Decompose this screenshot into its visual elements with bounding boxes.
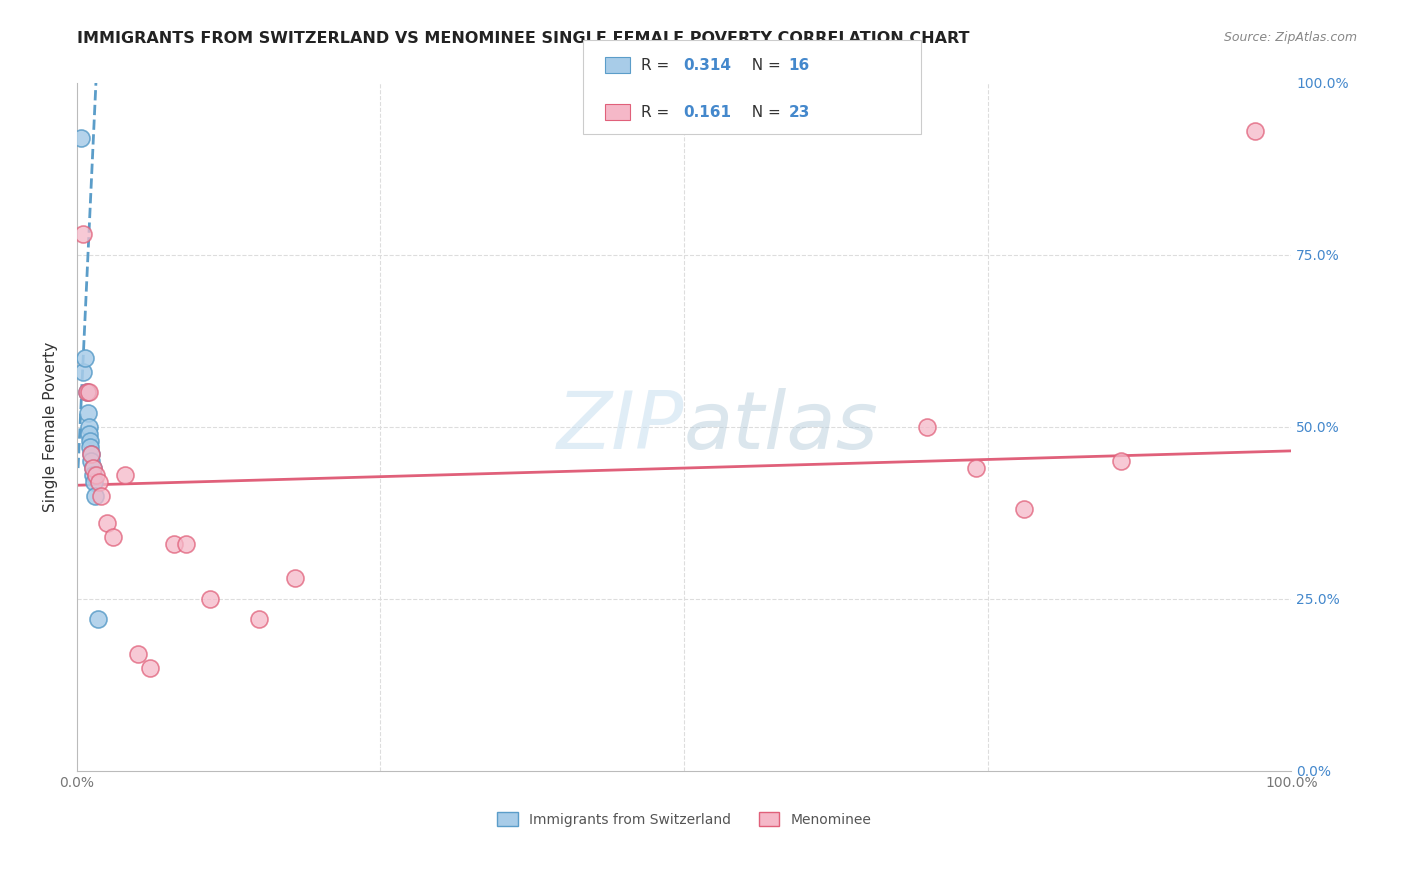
Point (284, 571, 307, 585)
Point (163, 537, 186, 551)
Y-axis label: Single Female Poverty: Single Female Poverty (44, 342, 58, 512)
Point (174, 537, 197, 551)
Text: 0.314: 0.314 (683, 58, 731, 72)
Point (96, 516, 118, 530)
Point (90, 489, 112, 503)
Point (200, 591, 222, 606)
Point (76, 406, 98, 420)
Point (83, 475, 105, 489)
Point (114, 467, 136, 482)
Point (915, 419, 938, 434)
Point (1111, 454, 1133, 468)
Text: R =: R = (641, 58, 675, 72)
Text: atlas: atlas (685, 388, 879, 466)
Text: 0.161: 0.161 (683, 105, 731, 120)
Point (82, 461, 104, 475)
Text: 23: 23 (789, 105, 810, 120)
Point (127, 647, 149, 661)
Point (69, 131, 91, 145)
Point (77, 419, 100, 434)
Point (76, 385, 98, 400)
Point (79, 434, 101, 448)
Point (80, 454, 103, 468)
Legend: Immigrants from Switzerland, Menominee: Immigrants from Switzerland, Menominee (491, 806, 877, 832)
Point (75, 351, 97, 365)
Point (80, 447, 103, 461)
Point (138, 660, 160, 674)
Point (1244, 124, 1267, 138)
Text: Source: ZipAtlas.com: Source: ZipAtlas.com (1223, 31, 1357, 45)
Point (82, 461, 104, 475)
Point (82, 467, 104, 482)
Text: IMMIGRANTS FROM SWITZERLAND VS MENOMINEE SINGLE FEMALE POVERTY CORRELATION CHART: IMMIGRANTS FROM SWITZERLAND VS MENOMINEE… (77, 31, 970, 46)
Point (80, 447, 103, 461)
Point (84, 489, 107, 503)
Point (79, 441, 101, 455)
Point (103, 530, 125, 544)
Point (84, 467, 107, 482)
Text: N =: N = (742, 58, 786, 72)
Point (77, 385, 100, 400)
Point (77, 426, 100, 441)
Point (86, 612, 108, 626)
Point (965, 461, 987, 475)
Point (72, 365, 94, 379)
Point (72, 227, 94, 242)
Text: 16: 16 (789, 58, 810, 72)
Point (247, 612, 270, 626)
Point (76, 385, 98, 400)
Point (87, 475, 110, 489)
Text: ZIP: ZIP (557, 388, 685, 466)
Point (1012, 502, 1035, 516)
Text: N =: N = (742, 105, 786, 120)
Text: R =: R = (641, 105, 675, 120)
